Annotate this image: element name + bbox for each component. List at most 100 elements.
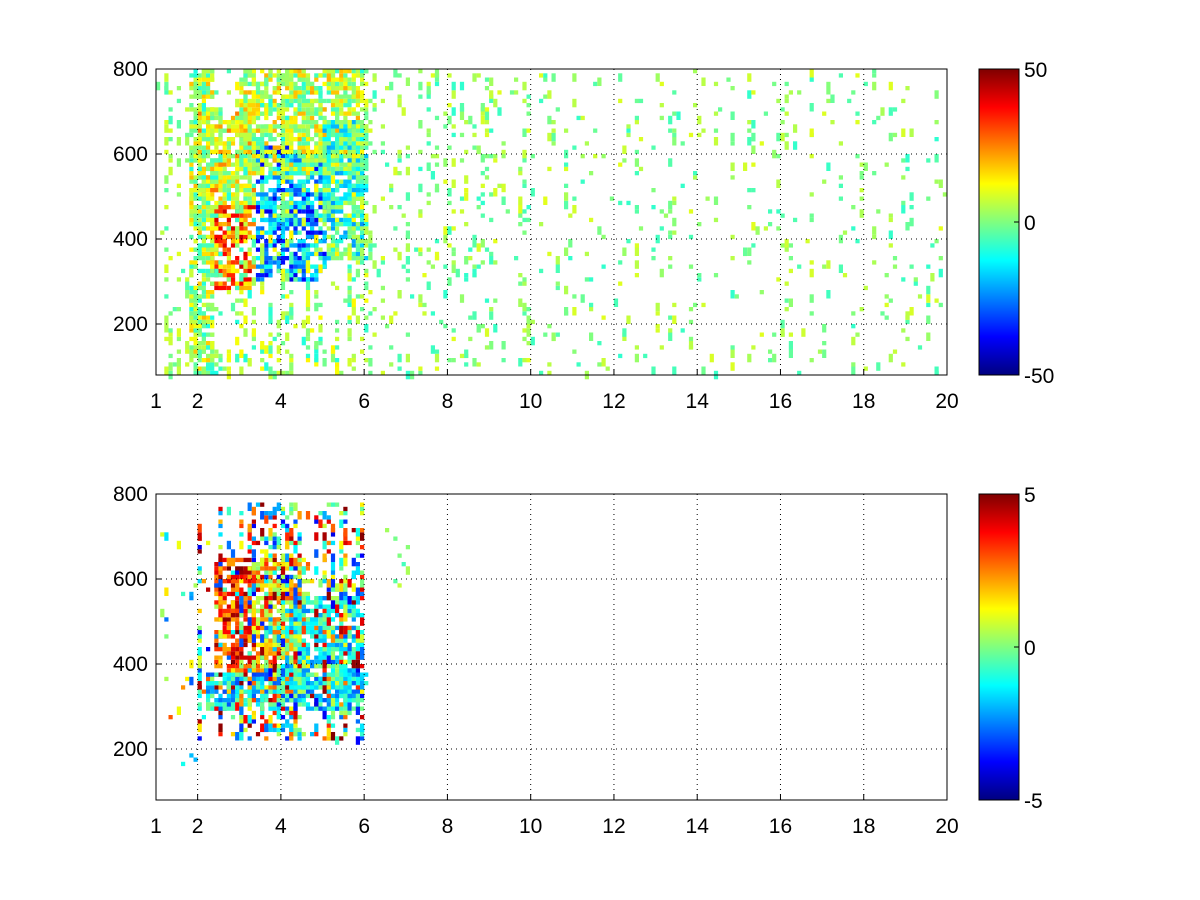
top-heatmap-cell [326,69,335,74]
top-heatmap-cell [493,98,498,108]
bottom-heatmap-cell [314,596,319,601]
bottom-heatmap-cell [297,736,302,741]
top-heatmap-cell [551,141,556,146]
bottom-heatmap-cell [347,608,352,614]
top-heatmap-cell [301,128,310,133]
top-heatmap-cell [347,188,352,193]
bottom-heatmap-cell [243,617,248,622]
top-heatmap-cell [197,158,202,163]
top-heatmap-cell [368,311,373,316]
top-heatmap-cell [330,103,336,108]
bottom-heatmap-cell [251,549,256,558]
bottom-heatmap-cell [289,591,298,597]
top-heatmap-cell [243,188,252,193]
bottom-heatmap-cell [226,664,236,669]
top-heatmap-cell [293,81,298,87]
top-heatmap-cell [859,196,864,201]
bottom-heatmap-cell [343,732,348,737]
top-heatmap-cell [310,213,319,218]
bottom-heatmap-cell [247,532,252,541]
top-heatmap-cell [330,222,336,227]
bottom-heatmap-cell [335,600,344,605]
bottom-heatmap-cell [293,719,298,724]
top-heatmap-cell [580,294,585,303]
bottom-heatmap-cell [351,659,356,669]
top-heatmap-cell [355,69,365,74]
bottom-heatmap-cell [351,625,356,631]
top-heatmap-cell [297,145,306,150]
top-heatmap-cell [651,145,656,150]
top-heatmap-cell [663,213,669,218]
bottom-heatmap-cell [218,591,223,597]
top-heatmap-cell [713,273,719,278]
top-heatmap-cell [593,128,598,133]
top-heatmap-cell [768,209,773,214]
top-heatmap-cell [289,290,294,295]
top-heatmap-cell [176,183,181,188]
top-heatmap-cell [255,154,261,159]
top-heatmap-cell [285,349,290,354]
top-heatmap-cell [268,205,277,210]
top-heatmap-cell [751,188,756,193]
top-heatmap-cell [876,362,881,371]
top-heatmap-cell [380,196,385,201]
top-heatmap-cell [297,98,302,104]
bottom-heatmap-cell [289,715,294,720]
top-heatmap-cell [464,362,469,367]
bottom-heatmap-cell [247,566,252,571]
top-heatmap-cell [539,73,544,78]
top-heatmap-cell [222,200,227,206]
bottom-heatmap-cell [314,655,323,660]
top-heatmap-cell [280,256,290,261]
bottom-heatmap-cell [268,579,273,584]
top-heatmap-cell [280,175,286,184]
top-heatmap-cell [206,124,211,129]
top-heatmap-cell [522,209,527,214]
top-heatmap-cell [335,222,344,227]
top-heatmap-cell [247,149,252,155]
top-heatmap-cell [351,124,356,129]
bottom-heatmap-cell [330,570,336,575]
bottom-heatmap-cell [272,579,277,584]
top-heatmap-cell [597,77,602,86]
top-heatmap-cell [285,294,290,299]
bottom-heatmap-cell [285,608,290,614]
top-heatmap-cell [809,358,814,363]
top-heatmap-cell [888,230,893,239]
top-heatmap-cell [193,362,198,367]
top-heatmap-cell [285,149,290,155]
bottom-heatmap-cell [255,676,261,682]
bottom-heatmap-cell [289,655,294,660]
top-heatmap-cell [335,137,344,142]
top-heatmap-cell [276,124,281,129]
top-heatmap-cell [347,81,352,87]
bottom-heatmap-cell [301,579,310,584]
top-heatmap-cell [206,324,211,329]
top-heatmap-cell [638,166,644,172]
top-heatmap-cell [289,362,294,371]
top-heatmap-cell [476,205,481,210]
top-heatmap-cell [164,120,169,125]
top-heatmap-cell [634,158,639,167]
bottom-heatmap-cell [218,698,223,703]
top-heatmap-cell [193,222,198,227]
top-heatmap-cell [351,183,356,188]
bottom-heatmap-cell [247,698,252,707]
top-heatmap-cell [855,111,860,116]
top-heatmap-cell [289,115,294,121]
bottom-heatmap-cell [301,647,310,652]
top-heatmap-cell [339,98,344,104]
bottom-heatmap-cell [297,587,302,592]
bottom-heatmap-cell [226,676,231,682]
top-heatmap-cell [197,298,202,303]
top-heatmap-cell [230,213,240,218]
top-heatmap-cell [809,294,814,303]
top-heatmap-cell [314,166,319,172]
top-heatmap-cell [185,341,190,350]
bottom-heatmap-cell [289,668,294,673]
bottom-heatmap-cell [226,613,231,618]
bottom-heatmap-cell [330,532,336,537]
top-heatmap-cell [355,251,360,257]
bottom-heatmap-cell [318,693,323,699]
top-heatmap-cell [659,345,664,350]
